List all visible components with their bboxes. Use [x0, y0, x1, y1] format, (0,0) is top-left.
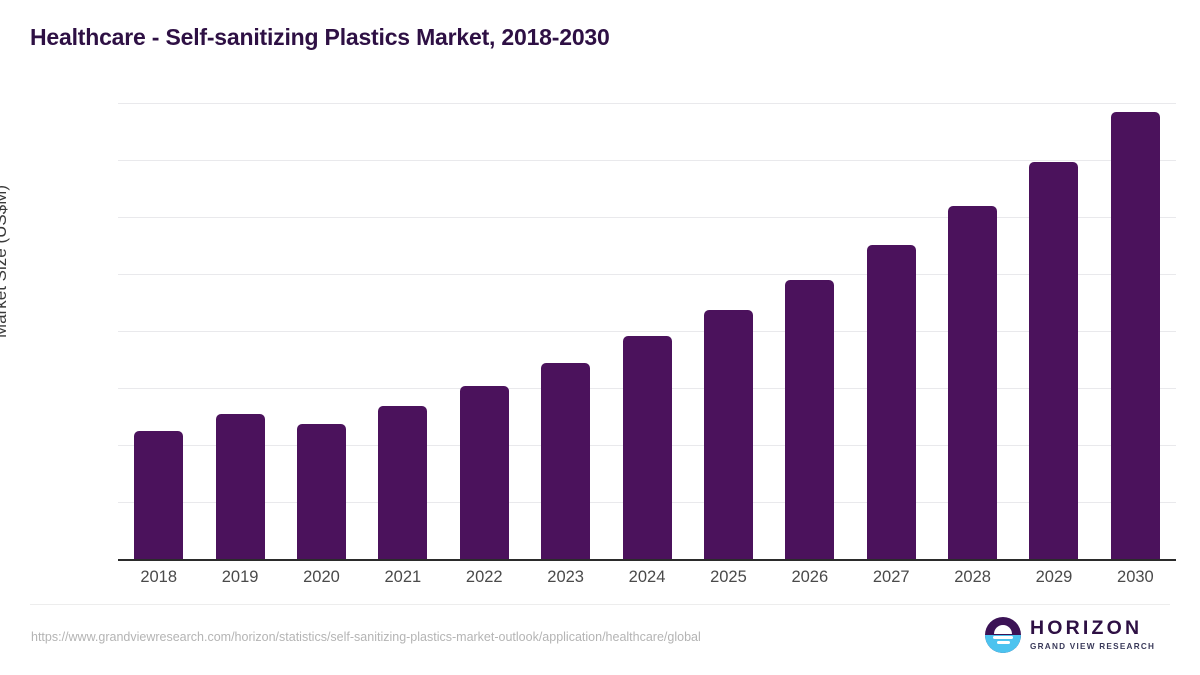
x-axis-tick-label: 2028 [954, 568, 991, 586]
x-axis-tick-label: 2023 [547, 568, 584, 586]
bar-slot [444, 103, 525, 559]
x-axis-tick-label: 2027 [872, 568, 910, 586]
bar-2022[interactable] [459, 386, 509, 559]
horizon-logo[interactable]: HORIZON GRAND VIEW RESEARCH [985, 617, 1155, 653]
bar-slot [688, 103, 769, 559]
horizon-logo-icon [985, 617, 1021, 653]
bar-slot [199, 103, 280, 559]
bar-slot [118, 103, 199, 559]
page-title: Healthcare - Self-sanitizing Plastics Ma… [30, 24, 610, 50]
bar-2023[interactable] [541, 362, 591, 559]
gridline [118, 103, 1176, 104]
bar-series [118, 103, 1176, 559]
x-axis-tick-label: 2018 [140, 568, 178, 586]
x-axis-ticks: 2018 2019 2020 2021 2022 2023 2024 2025 2026 2027… [118, 568, 1176, 587]
bar-2027[interactable] [866, 244, 916, 559]
gridline [118, 331, 1176, 332]
bar-2029[interactable] [1029, 161, 1079, 559]
gridline [118, 274, 1176, 275]
bar-slot [362, 103, 443, 559]
x-axis-tick-label: 2022 [465, 568, 503, 586]
bar-slot [851, 103, 932, 559]
y-axis-label: Market Size (US$M) [0, 184, 10, 338]
x-axis-tick-label: 2026 [791, 568, 829, 586]
bar-slot [606, 103, 687, 559]
bar-slot [1013, 103, 1094, 559]
bar-2019[interactable] [215, 413, 265, 559]
bar-2026[interactable] [785, 279, 835, 559]
footer-divider [30, 604, 1170, 605]
logo-text: HORIZON GRAND VIEW RESEARCH [1030, 619, 1155, 651]
source-url[interactable]: https://www.grandviewresearch.com/horizo… [31, 630, 701, 644]
bar-2021[interactable] [378, 406, 428, 559]
bar-2025[interactable] [703, 309, 753, 559]
x-axis-tick-label: 2025 [710, 568, 747, 586]
bar-slot [932, 103, 1013, 559]
bar-2028[interactable] [948, 206, 998, 559]
x-axis-tick-label: 2024 [628, 568, 666, 586]
x-axis-tick-label: 2030 [1117, 568, 1154, 586]
logo-tagline: GRAND VIEW RESEARCH [1030, 641, 1156, 651]
gridline [118, 160, 1176, 161]
bar-slot [281, 103, 362, 559]
bar-2030[interactable] [1110, 112, 1160, 559]
x-axis-tick-label: 2019 [221, 568, 259, 586]
x-axis-tick-label: 2029 [1035, 568, 1073, 586]
bar-2020[interactable] [296, 424, 346, 559]
gridline [118, 217, 1176, 218]
x-axis-tick-label: 2020 [303, 568, 340, 586]
bar-slot [1095, 103, 1176, 559]
gridline [118, 559, 1176, 561]
x-axis-tick-label: 2021 [384, 568, 422, 586]
bar-slot [769, 103, 850, 559]
bar-slot [525, 103, 606, 559]
bar-2018[interactable] [134, 430, 184, 559]
logo-wordmark: HORIZON [1030, 617, 1143, 640]
bar-2024[interactable] [622, 336, 672, 559]
